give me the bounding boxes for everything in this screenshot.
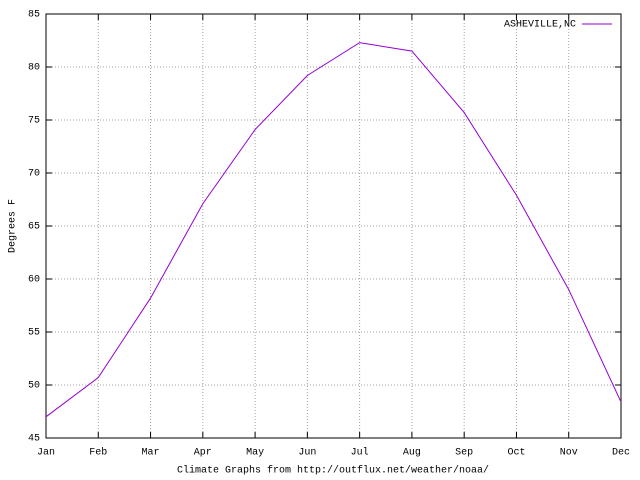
- x-tick-label: Apr: [194, 448, 212, 459]
- x-tick-label: Mar: [142, 448, 160, 459]
- y-tick-label: 50: [28, 381, 40, 392]
- y-tick-label: 55: [28, 328, 40, 339]
- x-tick-label: May: [246, 448, 264, 459]
- x-tick-label: Nov: [560, 448, 578, 459]
- y-tick-label: 65: [28, 222, 40, 233]
- y-axis-label: Degrees F: [8, 199, 19, 253]
- x-tick-label: Feb: [89, 447, 107, 459]
- y-tick-label: 80: [28, 63, 40, 74]
- x-tick-label: Aug: [403, 448, 421, 459]
- y-tick-label: 75: [28, 116, 40, 127]
- y-tick-label: 60: [28, 275, 40, 286]
- x-tick-label: Sep: [455, 448, 473, 459]
- x-tick-label: Oct: [507, 448, 525, 459]
- x-tick-label: Dec: [612, 448, 630, 459]
- y-tick-label: 85: [28, 10, 40, 21]
- y-tick-label: 45: [28, 434, 40, 445]
- data-line: [45, 42, 622, 418]
- x-tick-label: Jul: [351, 447, 369, 459]
- legend-label: ASHEVILLE,NC: [504, 20, 576, 31]
- y-tick-label: 70: [28, 169, 40, 180]
- x-tick-label: Jun: [298, 448, 316, 459]
- x-axis-label: Climate Graphs from http://outflux.net/w…: [177, 465, 489, 477]
- x-tick-label: Jan: [37, 448, 55, 459]
- plot-frame: [45, 13, 622, 439]
